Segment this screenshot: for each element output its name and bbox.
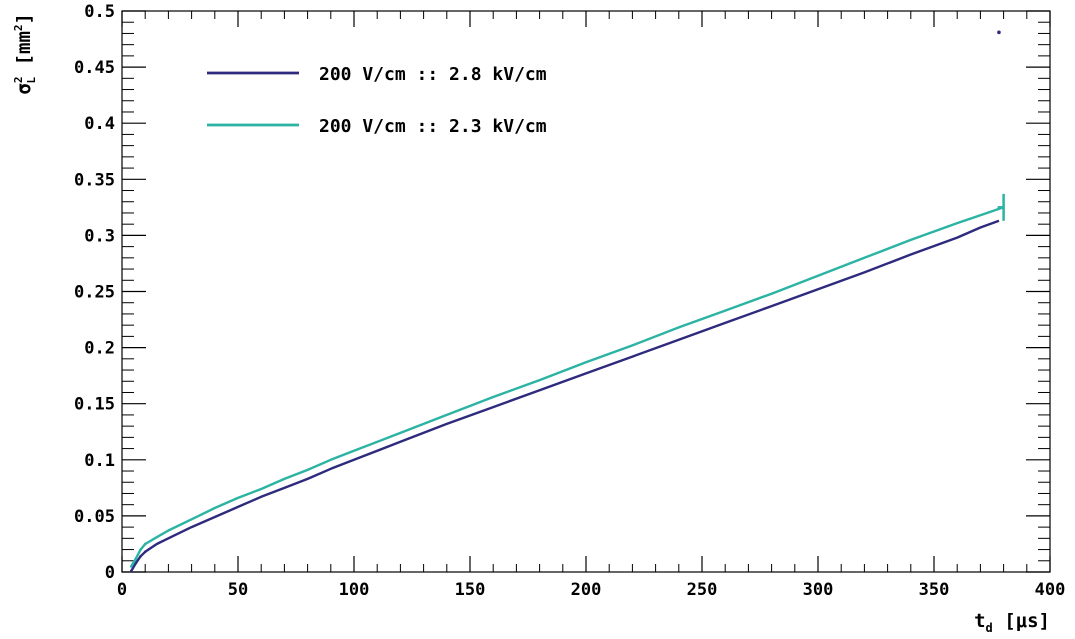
axis-ticks xyxy=(121,10,1051,573)
y-tick-label: 0.4 xyxy=(84,114,115,134)
series-point-2 xyxy=(143,542,147,546)
series-line-1 xyxy=(130,219,1000,572)
series-point-1 xyxy=(143,550,147,554)
series-point-1 xyxy=(139,554,142,558)
y-axis-label: σ2L [mm2] xyxy=(12,13,38,95)
legend-label-1: 200 V/cm :: 2.8 kV/cm xyxy=(319,64,547,85)
series-point-1 xyxy=(129,569,133,573)
x-axis-label-main: t xyxy=(974,610,985,632)
series-point-2 xyxy=(129,565,133,568)
x-axis-label-unit: [μs] xyxy=(1004,610,1050,632)
x-axis-label-sub: d xyxy=(986,621,993,635)
tick-labels: 0 50 100 150 200 250 300 350 400 0 0.05 0.1 0.15 0.2 0… xyxy=(74,2,1065,600)
x-tick-label: 400 xyxy=(1035,580,1066,600)
y-tick-label: 0.5 xyxy=(84,2,115,22)
y-tick-label: 0.35 xyxy=(74,170,115,190)
series-outlier-point xyxy=(997,30,1001,35)
y-axis-label-main: σ xyxy=(13,83,35,94)
x-tick-label: 350 xyxy=(919,580,950,600)
x-tick-label: 100 xyxy=(339,580,370,600)
series-point-2 xyxy=(139,548,142,551)
x-tick-label: 300 xyxy=(803,580,834,600)
y-axis-label-unit-sup: 2 xyxy=(12,24,25,31)
x-tick-label: 200 xyxy=(571,580,602,600)
y-axis-label-unit-open: [mm xyxy=(13,31,35,65)
y-tick-label: 0.1 xyxy=(84,451,115,471)
series-line-2 xyxy=(130,206,1004,568)
legend-label-2: 200 V/cm :: 2.3 kV/cm xyxy=(319,116,547,137)
y-tick-label: 0.25 xyxy=(74,283,115,303)
y-axis-label-sub: L xyxy=(25,76,38,83)
x-tick-label: 0 xyxy=(117,580,127,600)
y-tick-label: 0.3 xyxy=(84,226,115,246)
y-tick-label: 0.15 xyxy=(74,395,115,415)
y-axis-label-unit-close: ] xyxy=(13,13,35,24)
series-point-1 xyxy=(134,561,138,565)
x-tick-label: 50 xyxy=(228,580,248,600)
y-tick-label: 0.05 xyxy=(74,507,115,527)
y-tick-label: 0.2 xyxy=(84,339,115,359)
y-tick-label: 0.45 xyxy=(74,58,115,78)
x-axis-label: td [μs] xyxy=(974,610,1050,635)
y-axis-label-sup: 2 xyxy=(12,76,25,83)
x-tick-label: 150 xyxy=(455,580,486,600)
y-tick-label: 0 xyxy=(105,563,115,583)
series-point-2 xyxy=(134,557,138,560)
x-tick-label: 250 xyxy=(687,580,718,600)
series-group xyxy=(129,30,1005,573)
